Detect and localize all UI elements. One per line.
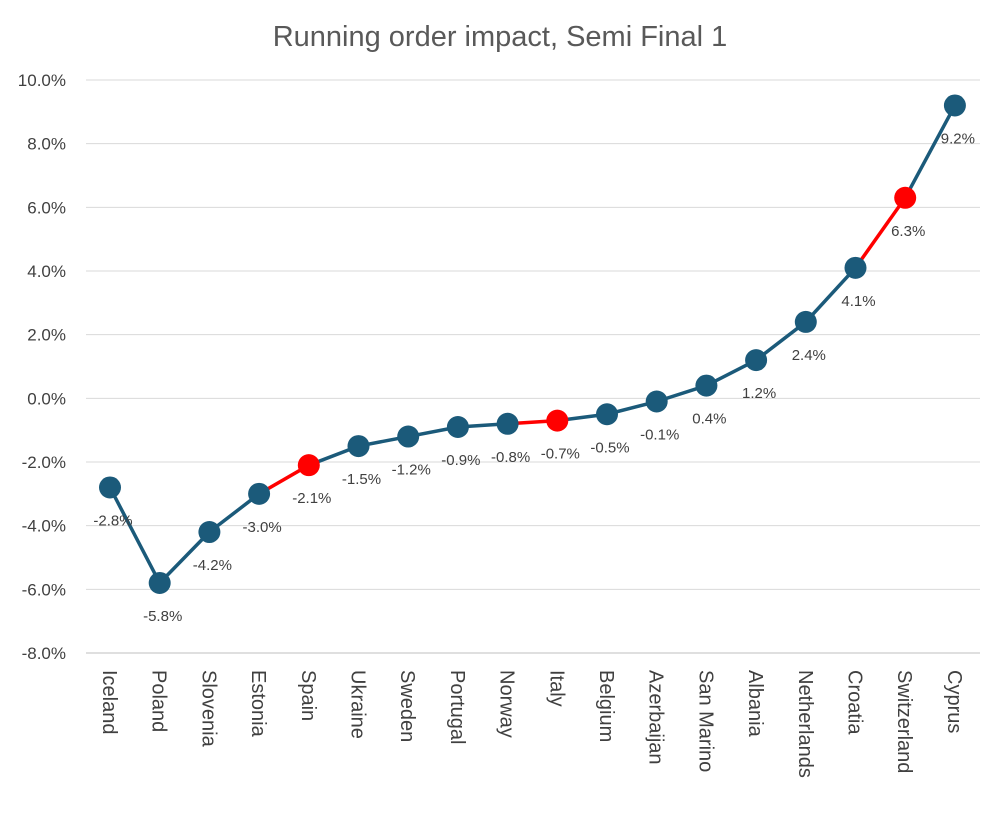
x-tick-label: Portugal xyxy=(446,670,468,745)
x-tick-label: Estonia xyxy=(247,670,269,738)
x-tick-label: Slovenia xyxy=(197,670,219,748)
data-point xyxy=(794,310,817,333)
series-line xyxy=(108,103,957,585)
y-tick-label: 8.0% xyxy=(27,135,66,154)
x-tick-label: Netherlands xyxy=(794,670,816,778)
data-point xyxy=(297,454,320,477)
data-point xyxy=(198,521,221,544)
data-point xyxy=(596,403,618,426)
y-axis-tick-labels: 10.0% 8.0% 6.0% 4.0% 2.0% 0.0% -2.0% -4.0% -6.0%… xyxy=(18,71,66,663)
data-point xyxy=(546,409,569,432)
y-tick-label: 10.0% xyxy=(18,71,66,90)
data-point xyxy=(248,482,271,505)
chart-title: Running order impact, Semi Final 1 xyxy=(273,21,728,53)
x-tick-label: Albania xyxy=(744,670,766,738)
gridlines xyxy=(86,79,980,654)
x-tick-label: Switzerland xyxy=(893,670,915,773)
data-label: -0.8% xyxy=(491,449,530,466)
data-label: -4.2% xyxy=(193,557,232,574)
line-segment xyxy=(903,103,957,200)
line-segment xyxy=(853,196,907,270)
line-segment xyxy=(157,530,212,585)
data-label: -0.1% xyxy=(640,427,679,444)
x-axis-tick-labels: Iceland Poland Slovenia Estonia Spain Ukraine… xyxy=(98,670,965,778)
data-label: -2.1% xyxy=(292,490,331,507)
data-point xyxy=(844,256,867,279)
x-tick-label: Poland xyxy=(148,670,170,732)
x-tick-label: San Marino xyxy=(694,670,716,772)
data-label: 4.1% xyxy=(841,293,875,310)
data-point xyxy=(148,571,171,594)
data-point xyxy=(894,186,917,209)
data-label: -0.5% xyxy=(590,439,629,456)
x-tick-label: Spain xyxy=(297,670,319,721)
x-tick-label: Cyprus xyxy=(943,670,965,733)
data-label: 0.4% xyxy=(692,411,726,428)
y-tick-label: 6.0% xyxy=(27,198,66,217)
x-tick-label: Norway xyxy=(496,670,518,738)
data-label: -0.7% xyxy=(541,446,580,463)
x-tick-label: Sweden xyxy=(396,670,418,742)
line-segment xyxy=(804,266,858,324)
y-tick-label: -8.0% xyxy=(22,644,66,663)
data-point xyxy=(695,374,718,397)
data-label: 2.4% xyxy=(792,347,826,364)
data-point xyxy=(745,349,768,372)
data-label: -0.9% xyxy=(441,452,480,469)
data-label: -3.0% xyxy=(243,519,282,536)
y-tick-label: 4.0% xyxy=(27,262,66,281)
data-label: 6.3% xyxy=(891,223,925,240)
data-point xyxy=(943,94,966,117)
data-label: 9.2% xyxy=(941,130,975,147)
y-tick-label: 2.0% xyxy=(27,326,66,345)
data-label: -1.5% xyxy=(342,471,381,488)
x-tick-label: Croatia xyxy=(844,670,866,735)
data-point xyxy=(446,415,469,438)
data-labels: -2.8% -5.8% -4.2% -3.0% -2.1% -1.5% -1.2% -0.9%… xyxy=(93,130,975,625)
data-label: -5.8% xyxy=(143,608,182,625)
line-segment xyxy=(108,485,162,585)
data-label: -1.2% xyxy=(392,462,431,479)
x-tick-label: Iceland xyxy=(98,670,120,735)
series-points xyxy=(99,94,966,594)
y-tick-label: 0.0% xyxy=(27,389,66,408)
x-tick-label: Ukraine xyxy=(347,670,369,739)
x-tick-label: Belgium xyxy=(595,670,617,742)
x-tick-label: Azerbaijan xyxy=(645,670,667,765)
data-label: -2.8% xyxy=(93,512,132,529)
data-label: 1.2% xyxy=(742,385,776,402)
y-tick-label: -6.0% xyxy=(22,580,66,599)
data-point xyxy=(645,390,668,413)
data-point xyxy=(496,412,519,435)
y-tick-label: -4.0% xyxy=(22,517,66,536)
data-point xyxy=(99,476,121,499)
data-point xyxy=(397,425,420,448)
data-point xyxy=(347,435,370,458)
y-tick-label: -2.0% xyxy=(22,453,66,472)
x-tick-label: Italy xyxy=(545,670,567,707)
